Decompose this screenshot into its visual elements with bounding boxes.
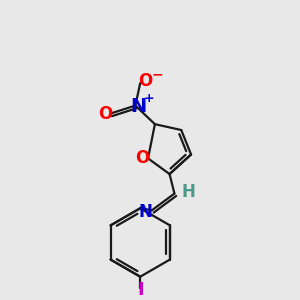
Text: N: N bbox=[138, 203, 152, 221]
Text: O: O bbox=[98, 105, 112, 123]
Text: H: H bbox=[181, 183, 195, 201]
Text: I: I bbox=[137, 281, 143, 299]
Text: O: O bbox=[138, 72, 152, 90]
Text: +: + bbox=[144, 92, 154, 105]
Text: N: N bbox=[130, 97, 146, 116]
Text: O: O bbox=[135, 149, 149, 167]
Text: −: − bbox=[151, 67, 163, 81]
